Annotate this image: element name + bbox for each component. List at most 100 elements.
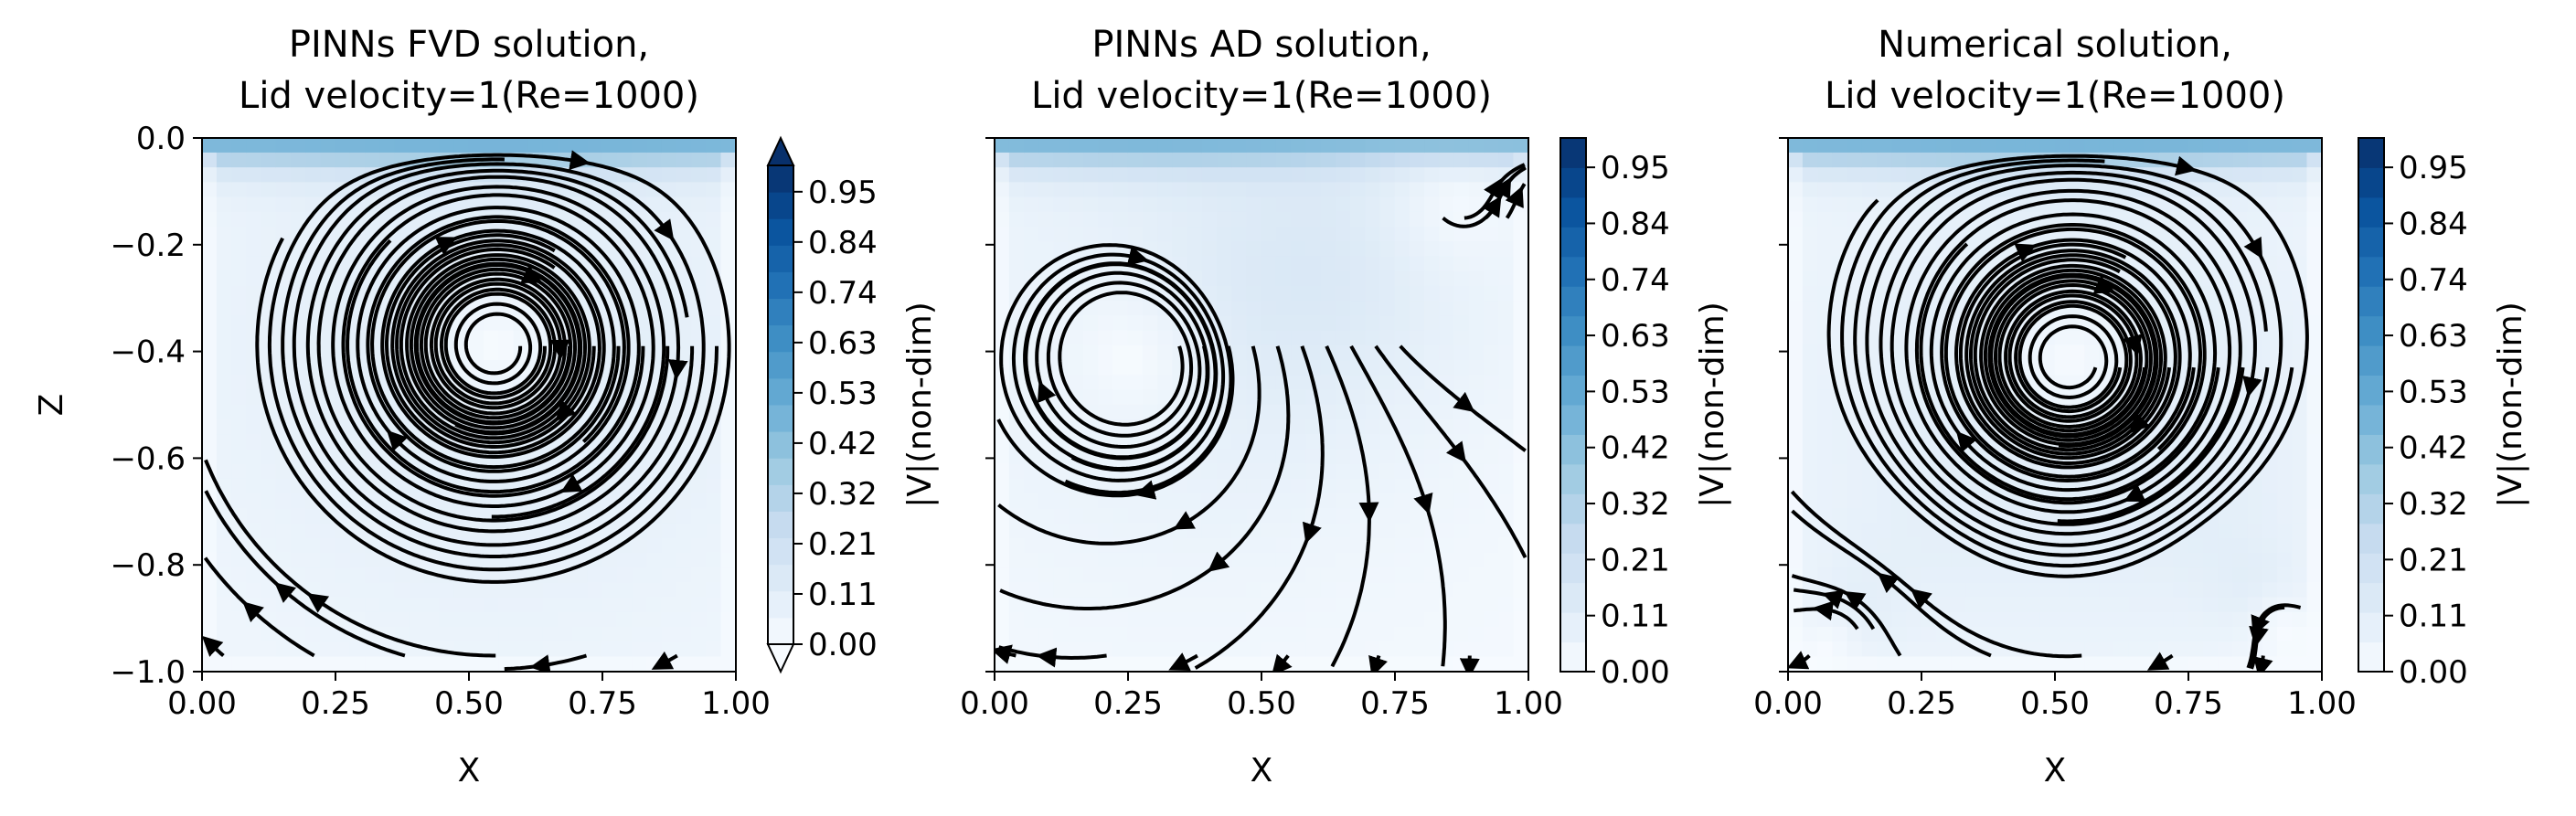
heatmap-cell [483, 627, 499, 642]
heatmap-cell [1424, 627, 1440, 642]
y-tick-label: −0.2 [110, 228, 186, 264]
heatmap-cell [202, 449, 218, 465]
heatmap-cell [1261, 315, 1277, 332]
heatmap-cell [1921, 552, 1937, 568]
heatmap-cell [1394, 241, 1410, 258]
heatmap-cell [1513, 227, 1528, 242]
heatmap-cell [1187, 582, 1203, 599]
heatmap-cell [1261, 404, 1277, 420]
heatmap-cell [2277, 611, 2293, 628]
heatmap-cell [616, 597, 633, 613]
heatmap-cell [202, 523, 218, 539]
heatmap-cell [2247, 567, 2263, 583]
heatmap-cell [1068, 493, 1084, 509]
streamlines [995, 163, 1528, 672]
heatmap-cell [1261, 211, 1277, 228]
heatmap-cell [483, 656, 499, 672]
heatmap-cell [1305, 241, 1322, 258]
heatmap-cell [1379, 478, 1396, 494]
heatmap-cell [231, 389, 247, 406]
colorbar-band [768, 590, 793, 619]
heatmap-cell [1335, 508, 1351, 525]
heatmap-cell [1379, 182, 1396, 198]
heatmap-cell [1127, 138, 1144, 154]
heatmap-cell [1350, 463, 1366, 480]
heatmap-cell [1157, 375, 1173, 391]
heatmap-cell [1468, 227, 1485, 242]
heatmap-cell [2069, 582, 2085, 599]
heatmap-cell [1335, 256, 1351, 272]
heatmap-cell [2247, 138, 2263, 154]
heatmap-cell [424, 656, 440, 672]
heatmap-cell [2113, 656, 2130, 672]
heatmap-cell [1891, 508, 1908, 525]
heatmap-cell [1320, 270, 1336, 287]
heatmap-cell [1008, 344, 1025, 361]
heatmap-cell [1291, 211, 1306, 228]
heatmap-cell [1424, 597, 1440, 613]
heatmap-cell [1291, 375, 1306, 391]
heatmap-cell [1112, 344, 1129, 361]
heatmap-cell [1498, 152, 1515, 168]
heatmap-cell [246, 656, 262, 672]
heatmap-cell [1847, 138, 1863, 154]
heatmap-cell [1098, 360, 1114, 376]
heatmap-cell [1275, 196, 1292, 213]
heatmap-cell [1847, 182, 1863, 198]
heatmap-cell [1335, 419, 1351, 435]
heatmap-cell [1513, 211, 1528, 228]
heatmap-cell [691, 552, 707, 568]
heatmap-cell [1291, 389, 1306, 406]
heatmap-cell [1217, 523, 1232, 539]
heatmap-cell [2054, 344, 2070, 361]
heatmap-cell [1142, 344, 1158, 361]
heatmap-cell [1498, 597, 1515, 613]
heatmap-cell [2306, 360, 2322, 376]
heatmap-cell [1513, 508, 1528, 525]
heatmap-cell [2069, 641, 2085, 658]
heatmap-cell [275, 508, 292, 525]
heatmap-cell [1394, 493, 1410, 509]
heatmap-cell [1832, 344, 1848, 361]
heatmap-cell [1906, 656, 1922, 672]
heatmap-cell [1261, 270, 1277, 287]
heatmap-cell [261, 211, 277, 228]
heatmap-cell [706, 523, 722, 539]
colorbar-tick-label: 0.53 [2399, 374, 2468, 410]
heatmap-cell [216, 182, 232, 198]
heatmap-cell [1291, 360, 1306, 376]
heatmap-cell [349, 552, 366, 568]
heatmap-cell [1098, 508, 1114, 525]
heatmap-cell [1142, 552, 1158, 568]
heatmap-cell [1261, 508, 1277, 525]
heatmap-cell [1098, 582, 1114, 599]
heatmap-cell [246, 537, 262, 554]
heatmap-cell [1409, 196, 1425, 213]
heatmap-cell [1817, 360, 1833, 376]
heatmap-cell [2232, 567, 2249, 583]
heatmap-cell [216, 627, 232, 642]
heatmap-cell [706, 196, 722, 213]
heatmap-cell [1980, 656, 1996, 672]
heatmap-cell [394, 138, 410, 154]
heatmap-cell [2292, 434, 2308, 450]
heatmap-cell [1231, 196, 1248, 213]
heatmap-cell [1291, 523, 1306, 539]
heatmap-cell [246, 167, 262, 183]
heatmap-cell [2054, 641, 2070, 658]
heatmap-cell [1320, 434, 1336, 450]
heatmap-cell [365, 567, 380, 583]
heatmap-cell [1832, 523, 1848, 539]
heatmap-cell [1187, 627, 1203, 642]
heatmap-cell [1847, 656, 1863, 672]
heatmap-cell [706, 285, 722, 302]
heatmap-cell [1261, 627, 1277, 642]
heatmap-cell [379, 597, 396, 613]
heatmap-cell [1320, 597, 1336, 613]
heatmap-cell [676, 611, 692, 628]
heatmap-cell [706, 227, 722, 242]
heatmap-cell [1439, 463, 1455, 480]
heatmap-cell [1320, 315, 1336, 332]
heatmap-cell [305, 552, 322, 568]
heatmap-cell [2202, 537, 2219, 554]
